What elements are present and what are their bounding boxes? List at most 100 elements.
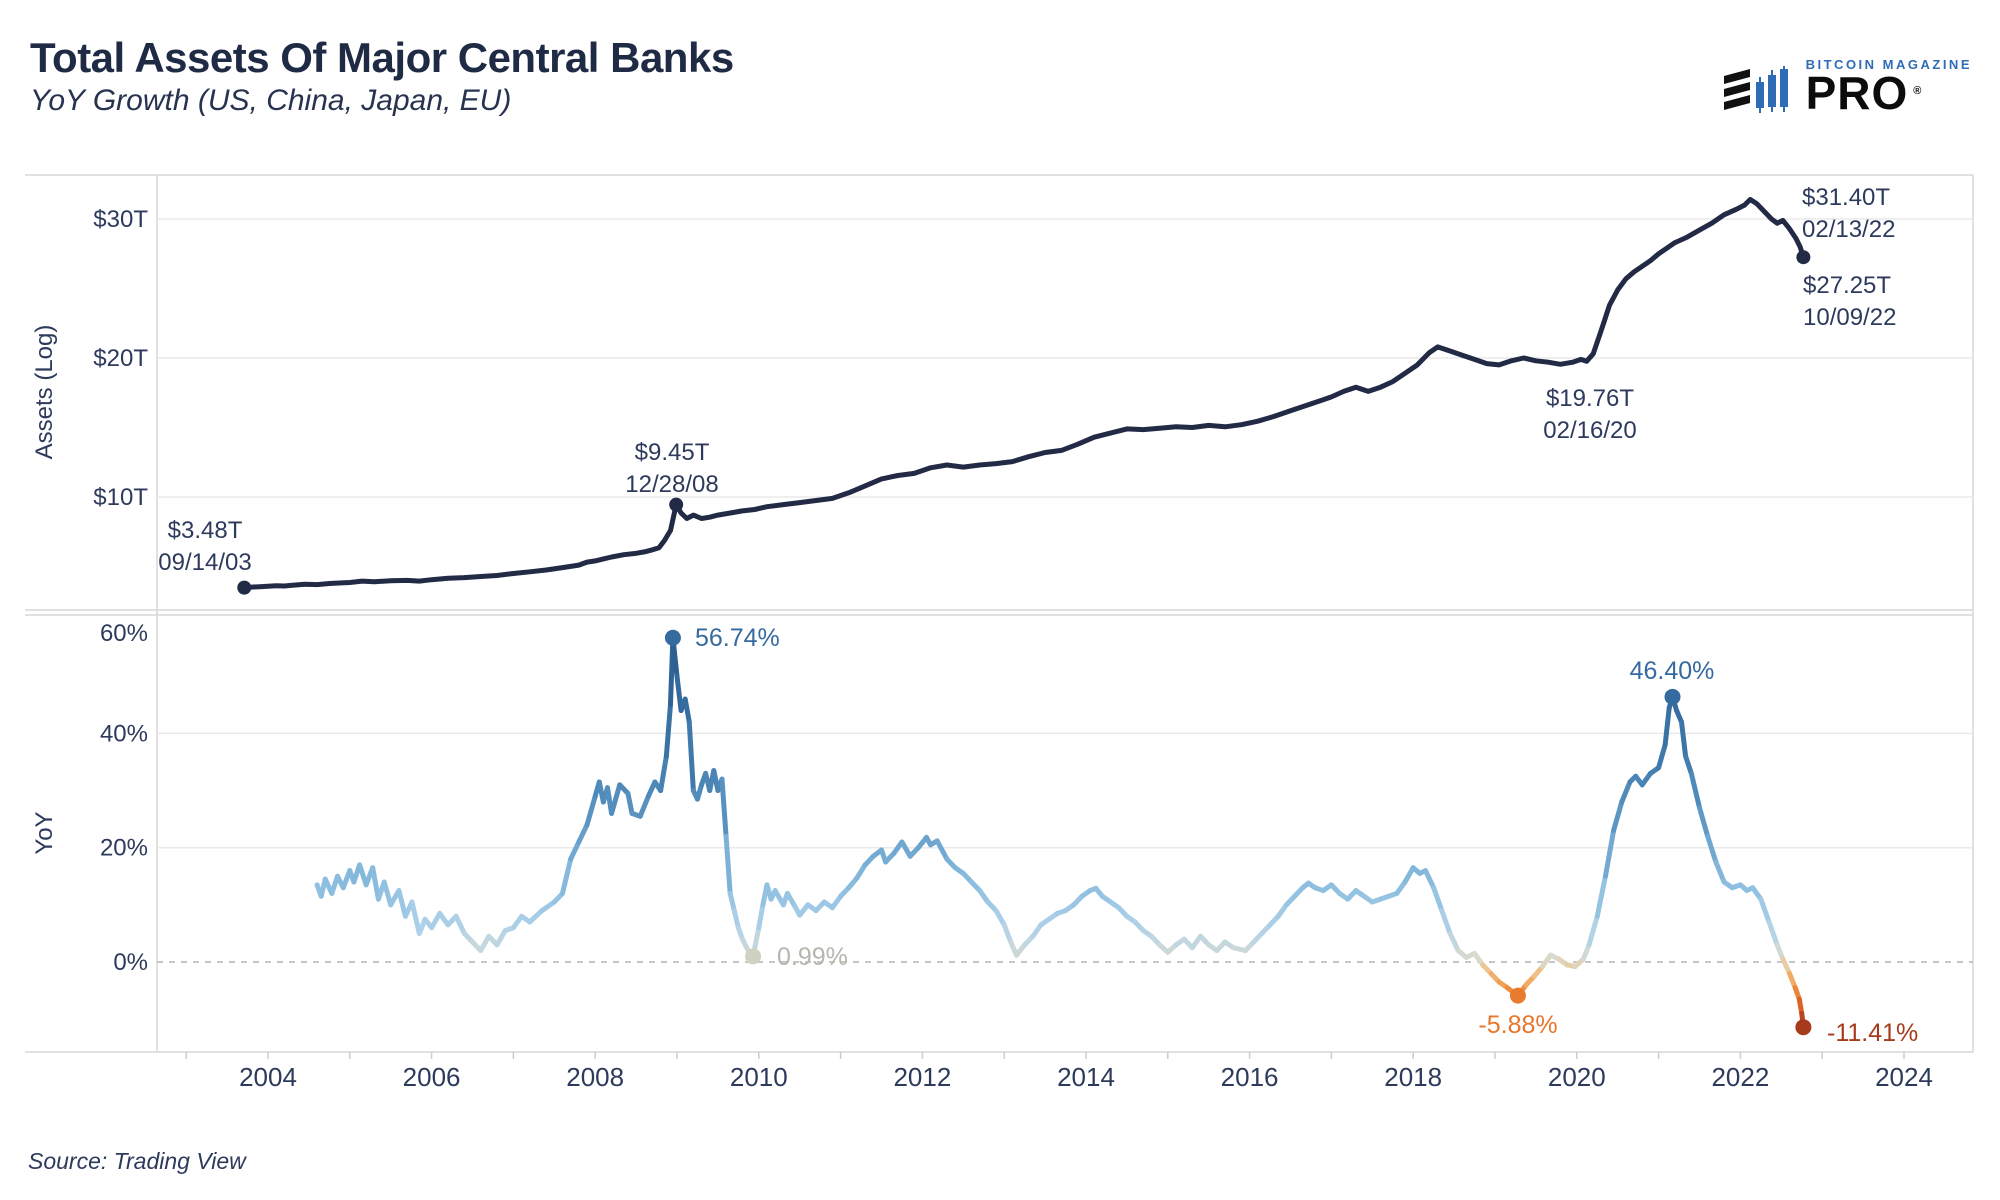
yoy-line-segment[interactable] [719, 776, 729, 839]
yoy-line-segment[interactable] [453, 913, 467, 936]
yoy-line-segment[interactable] [370, 865, 381, 902]
ann-3-48t: $3.48T 09/14/03 [158, 517, 251, 576]
ann-56-74-line1: 56.74% [695, 624, 780, 652]
yoy-line-segment[interactable] [1774, 942, 1786, 962]
yoy-line-segment[interactable] [1679, 719, 1689, 759]
ann-19-76t-line2: 02/16/20 [1543, 417, 1636, 444]
yoy-point-marker[interactable] [1509, 987, 1526, 1004]
yoy-line-segment[interactable] [1602, 828, 1617, 879]
assets-point-marker[interactable] [1796, 250, 1811, 265]
yoy-line-segment[interactable] [1439, 908, 1453, 936]
yoy-line-segment[interactable] [1780, 956, 1792, 976]
yoy-line-segment[interactable] [686, 719, 696, 794]
ytick-assets-10: $10T [93, 484, 148, 511]
ann-27-25t-line2: 10/09/22 [1803, 304, 1896, 331]
yoy-line-segment[interactable] [1758, 896, 1772, 925]
xlabel-2014: 2014 [1057, 1062, 1115, 1092]
yoy-line-segment[interactable] [1656, 742, 1668, 771]
ytick-yoy-0: 0% [113, 949, 148, 976]
ytick-yoy-20: 20% [100, 835, 148, 862]
yoy-line-segment[interactable] [723, 833, 733, 896]
bitcoin-magazine-pro-logo: BITCOIN MAGAZINE PRO ® [1723, 57, 1972, 119]
yoy-line-segment[interactable] [1580, 942, 1592, 962]
yoy-line-segment[interactable] [1001, 922, 1014, 945]
yoy-axis-title: YoY [31, 811, 58, 854]
xlabel-2010: 2010 [730, 1062, 788, 1092]
yoy-line-segment[interactable] [637, 793, 651, 819]
yoy-line-segment[interactable] [731, 908, 741, 931]
yoy-line-segment[interactable] [854, 862, 868, 881]
assets-point-marker[interactable] [669, 497, 684, 512]
yoy-point-marker[interactable] [664, 629, 681, 646]
xlabel-2008: 2008 [566, 1062, 624, 1092]
yoy-line-segment[interactable] [682, 696, 692, 725]
yoy-line-segment[interactable] [1586, 913, 1600, 948]
ytick-yoy-60: 60% [100, 620, 148, 647]
ann-56-74: 56.74% [695, 624, 780, 652]
logo-brand-text: BITCOIN MAGAZINE [1805, 57, 1972, 72]
yoy-line-segment[interactable] [409, 899, 422, 936]
yoy-line-segment[interactable] [1619, 779, 1633, 805]
yoy-line-segment[interactable] [993, 908, 1007, 928]
yoy-line-segment[interactable] [1705, 833, 1719, 865]
yoy-line-segment[interactable] [756, 902, 766, 931]
xlabel-2016: 2016 [1221, 1062, 1279, 1092]
xlabel-2012: 2012 [893, 1062, 951, 1092]
yoy-line-segment[interactable] [396, 888, 408, 919]
ann-31-40t: $31.40T 02/13/22 [1802, 184, 1895, 243]
yoy-line-segment[interactable] [1766, 919, 1780, 948]
yoy-line-segment[interactable] [784, 890, 799, 911]
xlabel-2024: 2024 [1875, 1062, 1933, 1092]
yoy-line-segment[interactable] [1422, 868, 1437, 891]
ann-9-45t: $9.45T 12/28/08 [625, 439, 718, 498]
yoy-point-marker[interactable] [1664, 688, 1681, 705]
yoy-line-segment[interactable] [559, 856, 574, 896]
ann-27-25t: $27.25T 10/09/22 [1803, 272, 1896, 331]
yoy-line-segment[interactable] [1688, 770, 1702, 811]
yoy-line-segment[interactable] [609, 782, 623, 816]
yoy-line-segment[interactable] [674, 673, 684, 714]
yoy-line-segment[interactable] [663, 702, 673, 759]
ann-19-76t: $19.76T 02/16/20 [1543, 385, 1636, 444]
assets-line[interactable] [241, 197, 1806, 591]
assets-point-marker[interactable] [237, 580, 252, 595]
yoy-line-segment[interactable] [381, 879, 394, 908]
yoy-line-segment[interactable] [478, 933, 492, 954]
yoy-line-segment[interactable] [494, 928, 508, 948]
ann-3-48t-line2: 09/14/03 [158, 549, 251, 576]
registered-mark: ® [1913, 85, 1923, 97]
assets-series-group [237, 197, 1811, 595]
yoy-line-segment[interactable] [658, 753, 669, 794]
yoy-line-segment[interactable] [1431, 885, 1445, 914]
yoy-line-segment[interactable] [1594, 873, 1608, 919]
yoy-line-segment[interactable] [899, 839, 913, 859]
xlabel-2022: 2022 [1711, 1062, 1769, 1092]
yoy-line-segment[interactable] [625, 790, 635, 816]
yoy-line-segment[interactable] [1662, 705, 1672, 748]
yoy-line-segment[interactable] [1611, 799, 1625, 834]
yoy-line-segment[interactable] [1683, 753, 1694, 776]
yoy-point-marker[interactable] [745, 948, 762, 965]
yoy-line-segment[interactable] [568, 839, 582, 862]
yoy-line-segment[interactable] [527, 908, 545, 925]
ann-9-45t-line1: $9.45T [635, 439, 710, 466]
yoy-point-marker[interactable] [1795, 1019, 1812, 1036]
ann-0-99: 0.99% [777, 943, 848, 971]
ann-0-99-line1: 0.99% [777, 943, 848, 971]
logo-pro-text: PRO ® [1805, 67, 1923, 119]
ytick-yoy-40: 40% [100, 720, 148, 747]
ann-31-40t-line2: 02/13/22 [1802, 216, 1895, 243]
yoy-line-segment[interactable] [576, 822, 590, 845]
yoy-line-segment[interactable] [1402, 865, 1416, 885]
yoy-line-segment[interactable] [934, 838, 950, 862]
yoy-line-segment[interactable] [727, 890, 737, 914]
ann-neg-5-88-line1: -5.88% [1478, 1011, 1557, 1039]
yoy-line-segment[interactable] [1697, 805, 1711, 839]
yoy-line-segment[interactable] [1713, 859, 1727, 885]
page-title: Total Assets Of Major Central Banks [30, 34, 734, 81]
yoy-line-segment[interactable] [1447, 930, 1461, 954]
yoy-line-segment[interactable] [584, 793, 598, 828]
yoy-line-segment[interactable] [1786, 970, 1798, 991]
ann-46-40: 46.40% [1630, 657, 1715, 685]
